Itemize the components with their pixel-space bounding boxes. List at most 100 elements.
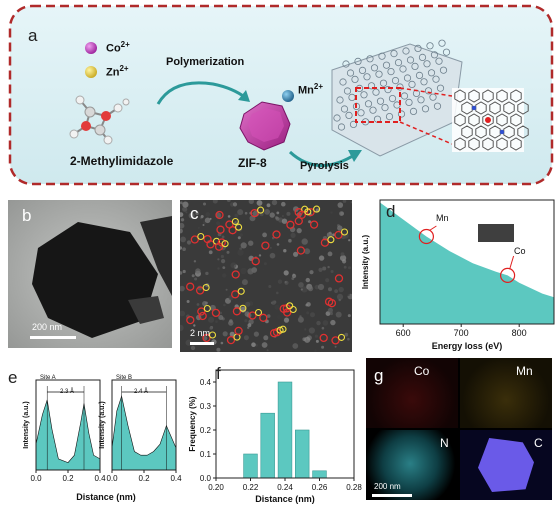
panel-e: 0.0 0.2 0.4 Intensity (a.u.) 0.0 0.2 0.4 Intens… <box>6 364 188 506</box>
distance-b-label: 2.4 Å <box>134 389 149 395</box>
distance-a-label: 2.3 Å <box>60 389 75 395</box>
panel-a-frame <box>8 4 554 186</box>
y-tick-label: 0.4 <box>200 378 212 387</box>
histogram-bar <box>260 412 275 479</box>
single-atom-marker <box>286 220 295 229</box>
panel-d-label: d <box>386 202 396 221</box>
pyrolysis-label: Pyrolysis <box>300 160 349 172</box>
y-tick-label: 0.3 <box>200 402 212 411</box>
single-atom-marker <box>215 210 224 220</box>
zif8-label: ZIF-8 <box>238 156 267 170</box>
x-tick-label: 0.4 <box>170 474 182 483</box>
x-tick-label: 0.26 <box>312 483 328 492</box>
single-atom-marker <box>186 315 195 325</box>
profile-area <box>35 399 101 471</box>
single-atom-marker <box>234 326 243 336</box>
single-atom-marker <box>254 308 263 317</box>
zif8-crystal-icon <box>239 101 291 151</box>
single-atom-marker <box>197 232 205 241</box>
single-atom-marker <box>186 282 195 291</box>
single-atom-marker <box>211 308 221 318</box>
x-tick-label: 800 <box>512 328 527 338</box>
single-atom-marker <box>327 299 337 308</box>
n-map <box>366 430 458 500</box>
single-atom-marker <box>208 331 217 339</box>
single-atom-marker <box>195 286 205 295</box>
mn-peak-pointer <box>429 225 437 231</box>
x-tick-label: 0.0 <box>30 474 42 483</box>
single-atom-marker <box>214 242 224 251</box>
y-tick-label: 0.1 <box>200 450 212 459</box>
single-atom-marker <box>340 228 349 236</box>
x-tick-label: 0.24 <box>277 483 293 492</box>
single-atom-marker <box>304 208 312 216</box>
eels-spectrum-chart: 600 700 800 Energy loss (eV) Intensity (a.u.… <box>361 199 555 351</box>
x-axis-label: Distance (nm) <box>255 494 315 504</box>
single-atom-marker <box>334 230 343 240</box>
single-atom-marker <box>216 225 225 234</box>
panel-g-eds-maps: g Co Mn N C 200 nm <box>366 358 552 500</box>
panel-a: a Co2+ Zn2+ Polymerization Mn2+ 2-Methyl… <box>8 4 554 186</box>
methylimidazole-molecule-icon <box>69 95 130 145</box>
line-profile-charts: 0.0 0.2 0.4 Intensity (a.u.) 0.0 0.2 0.4 Intens… <box>23 379 182 502</box>
x-axis-label: Energy loss (eV) <box>432 341 503 351</box>
single-atom-marker <box>272 230 281 239</box>
co-legend-label: Co2+ <box>106 40 130 55</box>
y-axis-label: Intensity (a.u.) <box>99 401 106 448</box>
co-peak-marker <box>500 267 516 283</box>
single-atom-marker <box>306 207 315 217</box>
scale-bar <box>372 494 412 497</box>
single-atom-marker <box>221 240 229 248</box>
single-atom-marker <box>197 307 206 316</box>
pyrolysis-arrow-icon <box>288 150 357 167</box>
single-atom-marker <box>232 307 242 316</box>
panel-b-label: b <box>22 206 32 225</box>
lattice-zoom-icon <box>452 88 529 152</box>
histogram-chart: 0.20 0.22 0.24 0.26 0.28 0.0 0.1 0.2 0.3 0.4 Dista… <box>188 369 362 504</box>
histogram-bar <box>243 453 258 479</box>
c-map-label: C <box>534 436 543 450</box>
single-atom-marker <box>313 205 321 213</box>
zn-atom-icon <box>85 66 97 78</box>
single-atom-marker <box>198 311 207 321</box>
x-tick-label: 600 <box>396 328 411 338</box>
mn-atom-icon <box>282 90 294 102</box>
eels-inset-image <box>478 224 514 242</box>
y-tick-label: 0.2 <box>200 426 212 435</box>
single-atom-marker <box>259 313 268 322</box>
single-atom-marker <box>248 311 257 320</box>
profile-area <box>111 395 177 471</box>
mn-peak-label: Mn <box>436 213 449 223</box>
scale-bar-label: 200 nm <box>32 322 63 332</box>
x-tick-label: 0.20 <box>208 483 224 492</box>
single-atom-marker <box>279 304 288 313</box>
site-b-label: Site B <box>116 375 133 381</box>
x-tick-label: 0.22 <box>243 483 259 492</box>
zn-legend-label: Zn2+ <box>106 64 129 79</box>
single-atom-marker <box>202 333 211 343</box>
single-atom-marker <box>190 235 199 244</box>
mn-map <box>460 358 552 428</box>
x-tick-label: 0.4 <box>94 474 106 483</box>
mn-peak-marker <box>418 228 435 245</box>
metal-site-icon <box>485 117 491 123</box>
plot-frame <box>379 199 555 325</box>
single-atom-marker <box>337 333 346 341</box>
polymerization-label: Polymerization <box>166 56 245 68</box>
co-map <box>366 358 458 428</box>
single-atom-marker <box>276 326 284 334</box>
panel-e-label: e <box>8 368 18 387</box>
co-peak-pointer <box>509 255 515 270</box>
panel-c-haadf-image: c 2 nm <box>180 200 352 352</box>
y-axis-label: Intensity (a.u.) <box>23 401 30 448</box>
particle-shape <box>32 222 158 338</box>
histogram-bar <box>277 381 293 479</box>
histogram-bar <box>295 429 310 479</box>
spectrum-area <box>380 202 554 324</box>
x-tick-label: 0.2 <box>138 474 150 483</box>
single-atom-marker <box>251 257 260 266</box>
co-peak-label: Co <box>514 246 526 256</box>
y-tick-label: 0.0 <box>200 474 212 483</box>
scale-bar-label: 2 nm <box>190 328 211 338</box>
x-tick-label: 700 <box>454 328 469 338</box>
